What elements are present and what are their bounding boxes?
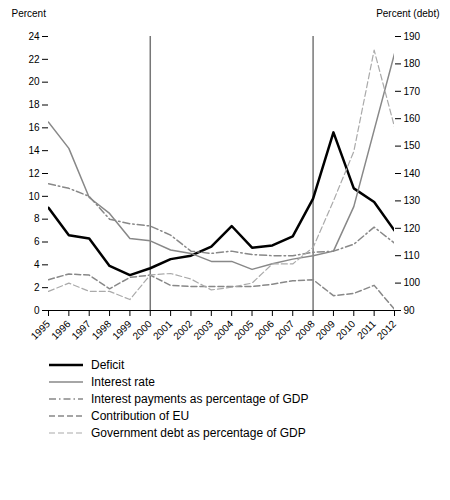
html-text:Deficit: Deficit bbox=[91, 357, 125, 372]
svg-text:130: 130 bbox=[404, 195, 421, 206]
svg-text:18: 18 bbox=[28, 99, 40, 110]
svg-text:1997: 1997 bbox=[69, 318, 93, 342]
svg-text:2007: 2007 bbox=[273, 318, 297, 342]
svg-text:90: 90 bbox=[404, 305, 416, 316]
svg-text:110: 110 bbox=[404, 250, 420, 261]
svg-text:160: 160 bbox=[404, 113, 421, 124]
svg-text:22: 22 bbox=[28, 54, 40, 65]
svg-text:100: 100 bbox=[404, 277, 421, 288]
svg-text:2002: 2002 bbox=[171, 318, 195, 342]
svg-text:2012: 2012 bbox=[375, 318, 399, 342]
svg-text:2004: 2004 bbox=[212, 318, 236, 342]
svg-text:2000: 2000 bbox=[130, 318, 154, 342]
svg-text:2: 2 bbox=[34, 282, 40, 293]
svg-text:1995: 1995 bbox=[29, 318, 53, 342]
svg-text:2005: 2005 bbox=[232, 318, 256, 342]
html-text:Government debt as percentage: Government debt as percentage of GDP bbox=[91, 425, 306, 440]
html-text:Contribution of EU: Contribution of EU bbox=[91, 408, 190, 423]
svg-text:Percent: Percent bbox=[12, 8, 47, 19]
svg-text:2010: 2010 bbox=[334, 318, 358, 342]
svg-text:12: 12 bbox=[28, 168, 40, 179]
svg-text:16: 16 bbox=[28, 122, 40, 133]
svg-text:2009: 2009 bbox=[314, 318, 338, 342]
svg-text:2011: 2011 bbox=[355, 318, 378, 341]
svg-text:20: 20 bbox=[28, 76, 40, 87]
svg-text:180: 180 bbox=[404, 58, 421, 69]
html-text:Interest payments as percentag: Interest payments as percentage of GDP bbox=[91, 391, 309, 406]
svg-text:24: 24 bbox=[28, 31, 40, 42]
svg-text:14: 14 bbox=[28, 145, 40, 156]
svg-text:10: 10 bbox=[28, 191, 40, 202]
svg-text:2008: 2008 bbox=[293, 318, 317, 342]
svg-text:140: 140 bbox=[404, 168, 421, 179]
svg-text:120: 120 bbox=[404, 223, 421, 234]
svg-text:8: 8 bbox=[34, 213, 40, 224]
svg-text:2001: 2001 bbox=[151, 318, 175, 342]
svg-text:4: 4 bbox=[34, 259, 40, 270]
svg-text:6: 6 bbox=[34, 236, 40, 247]
svg-text:150: 150 bbox=[404, 140, 421, 151]
html-text:Interest rate: Interest rate bbox=[91, 374, 155, 389]
svg-text:170: 170 bbox=[404, 86, 421, 97]
svg-text:Percent (debt): Percent (debt) bbox=[376, 8, 439, 19]
svg-text:190: 190 bbox=[404, 31, 421, 42]
svg-text:1999: 1999 bbox=[110, 318, 134, 342]
svg-text:2006: 2006 bbox=[253, 318, 277, 342]
svg-text:2003: 2003 bbox=[191, 318, 215, 342]
svg-text:1996: 1996 bbox=[49, 318, 73, 342]
svg-text:1998: 1998 bbox=[90, 318, 114, 342]
svg-text:0: 0 bbox=[34, 305, 40, 316]
